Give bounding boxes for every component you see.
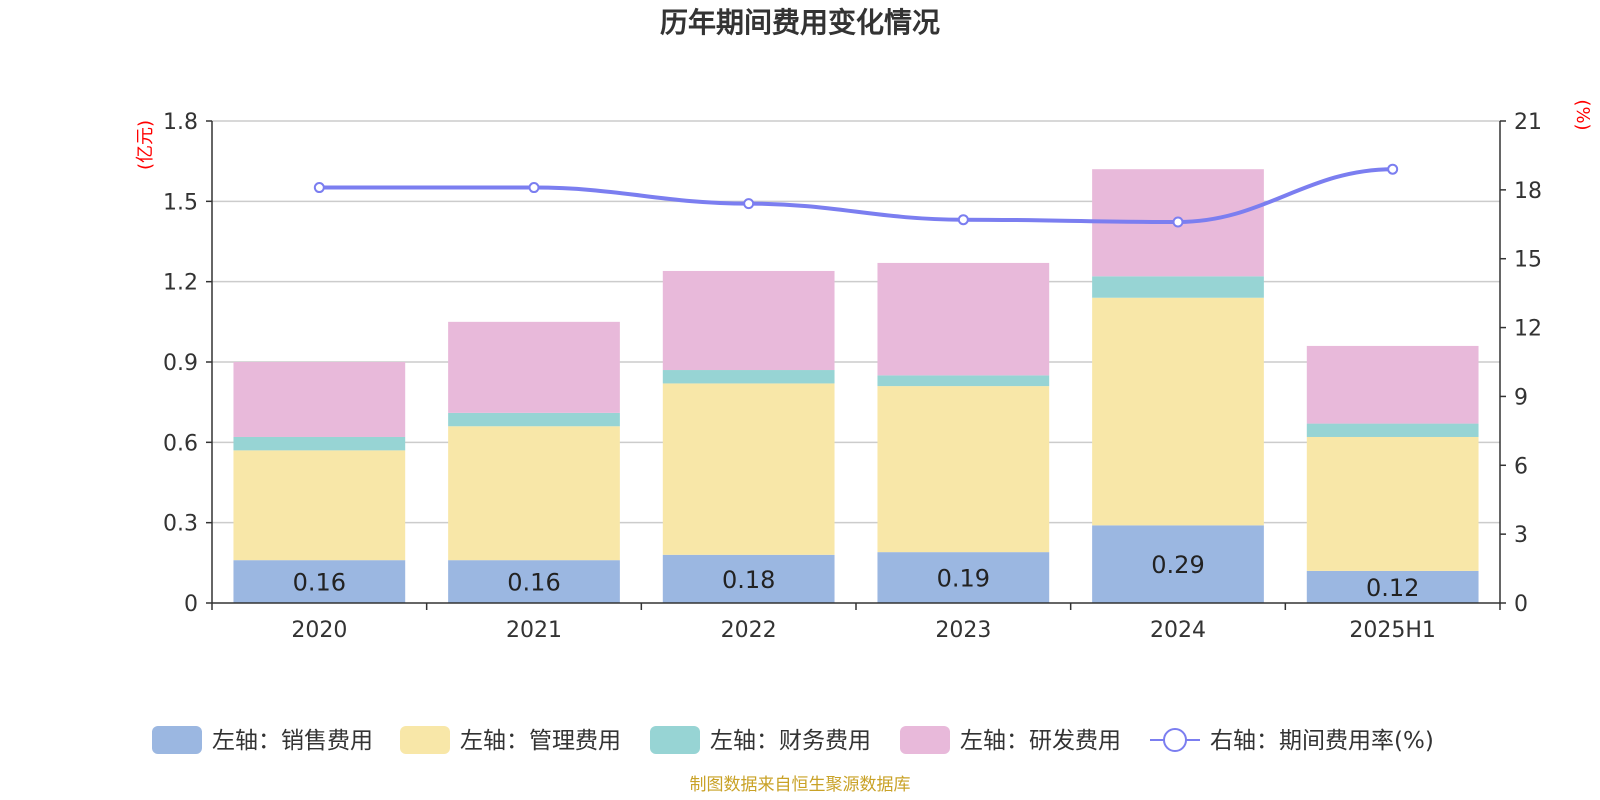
bar-segment [662,383,835,555]
right-axis-tick-label: 18 [1514,179,1542,204]
legend: 左轴：销售费用 左轴：管理费用 左轴：财务费用 左轴：研发费用 右轴：期间费用率(%) [152,726,1434,754]
bar-value-label: 0.19 [937,565,990,593]
bar-segment [1306,436,1479,571]
bar-segment [448,426,620,561]
right-axis-unit: (%) [1572,99,1593,130]
chart-title: 历年期间费用变化情况 [660,6,940,39]
bar-segment [877,375,1050,387]
legend-label: 左轴：销售费用 [212,728,373,754]
left-axis-tick-label: 0 [184,592,198,617]
bar-value-label: 0.16 [293,569,346,597]
source-note: 制图数据来自恒生聚源数据库 [690,775,911,795]
right-axis-tick-label: 12 [1514,317,1542,342]
legend-swatch [152,726,202,754]
bar-labels: 0.16 0.16 0.18 0.19 0.29 0.12 [293,551,1420,602]
bar-segment [877,262,1050,376]
bar-value-label: 0.16 [507,569,560,597]
x-axis-tick-label: 2024 [1150,618,1206,643]
bar-segment [1306,570,1479,603]
rate-point [957,214,969,226]
bar-segment [877,386,1050,553]
legend-swatch [650,726,700,754]
x-axis-tick-label: 2020 [291,618,347,643]
legend-label: 左轴：财务费用 [710,728,871,754]
bar-segment [1092,525,1264,603]
left-axis-unit: (亿元) [135,120,156,170]
x-axis-tick-label: 2025H1 [1349,618,1436,643]
bar-segment [233,560,406,603]
bars [233,169,1479,603]
left-axis-tick-label: 1.8 [163,110,198,135]
rate-point [313,182,325,194]
left-axis-tick-label: 0.9 [163,351,198,376]
bar-segment [233,436,406,451]
x-axis-tick-label: 2023 [935,618,991,643]
legend-swatch [400,726,450,754]
rate-point [528,182,540,194]
legend-label: 左轴：管理费用 [460,728,621,754]
bar-segment [1092,297,1264,526]
bar-value-label: 0.12 [1366,574,1419,602]
right-axis-tick-label: 21 [1514,110,1542,135]
bar-segment [448,412,620,427]
right-axis-tick-label: 0 [1514,592,1528,617]
rate-point [1172,216,1184,228]
legend-marker [1163,728,1187,752]
legend-label: 右轴：期间费用率(%) [1210,728,1434,754]
bar-value-label: 0.18 [722,566,775,594]
rate-line [313,163,1399,228]
legend-label: 左轴：研发费用 [960,728,1121,754]
rate-point [1387,163,1399,175]
right-axis-tick-label: 15 [1514,248,1542,273]
bar-segment [233,362,406,437]
right-axis-tick-label: 3 [1514,523,1528,548]
legend-swatch [900,726,950,754]
bar-value-label: 0.29 [1151,551,1204,579]
right-axis-tick-label: 6 [1514,454,1528,479]
bar-segment [448,321,620,413]
bar-segment [1092,276,1264,298]
bar-segment [877,552,1050,603]
x-axis-tick-label: 2021 [506,618,562,643]
x-axis-tick-label: 2022 [721,618,777,643]
right-axis-tick-label: 9 [1514,385,1528,410]
bar-segment [233,450,406,561]
bar-segment [1306,423,1479,437]
bar-segment [662,554,835,603]
bar-segment [662,270,835,371]
left-axis-tick-label: 0.6 [163,431,198,456]
rate-line-path [319,167,1393,224]
left-axis-tick-label: 1.2 [163,271,198,296]
bar-segment [662,370,835,384]
left-axis-tick-label: 0.3 [163,512,198,537]
axes: 0 0.3 0.6 0.9 1.2 1.5 1.8 0 3 6 9 12 15 18 21 2020 2021 2… [163,110,1542,643]
left-axis-tick-label: 1.5 [163,190,198,215]
bar-segment [448,560,620,603]
rate-point [743,198,755,210]
bar-segment [1306,345,1479,424]
grid-lines [212,120,1500,524]
